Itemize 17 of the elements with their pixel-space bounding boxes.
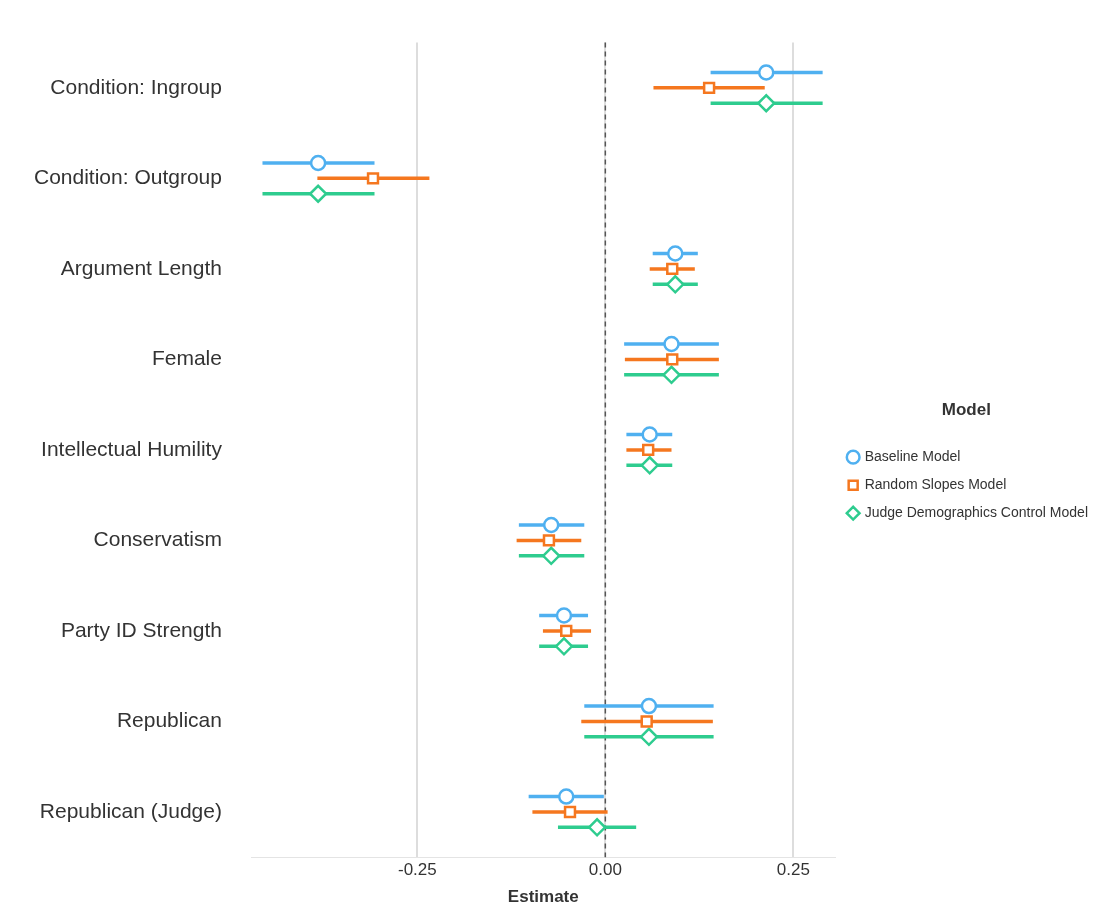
y-tick-label: Conservatism [93,527,222,551]
y-tick-label: Republican [116,708,222,732]
x-tick-label: 0.00 [588,860,622,880]
x-axis-title: Estimate [507,887,579,907]
x-tick-label: -0.25 [397,860,437,880]
y-tick-label: Condition: Ingroup [50,74,222,98]
x-tick-label: 0.25 [776,860,810,880]
y-tick-label: Intellectual Humility [41,436,223,460]
legend-title: Model [941,399,991,419]
y-tick-label: Condition: Outgroup [33,165,222,189]
legend-label: Random Slopes Model [864,476,1007,493]
y-tick-label: Female [151,346,222,370]
legend-label: Baseline Model [864,448,961,465]
y-tick-label: Republican (Judge) [39,798,222,822]
y-tick-label: Party ID Strength [60,617,222,641]
y-tick-label: Argument Length [60,255,222,279]
legend-label: Judge Demographics Control Model [864,504,1089,521]
